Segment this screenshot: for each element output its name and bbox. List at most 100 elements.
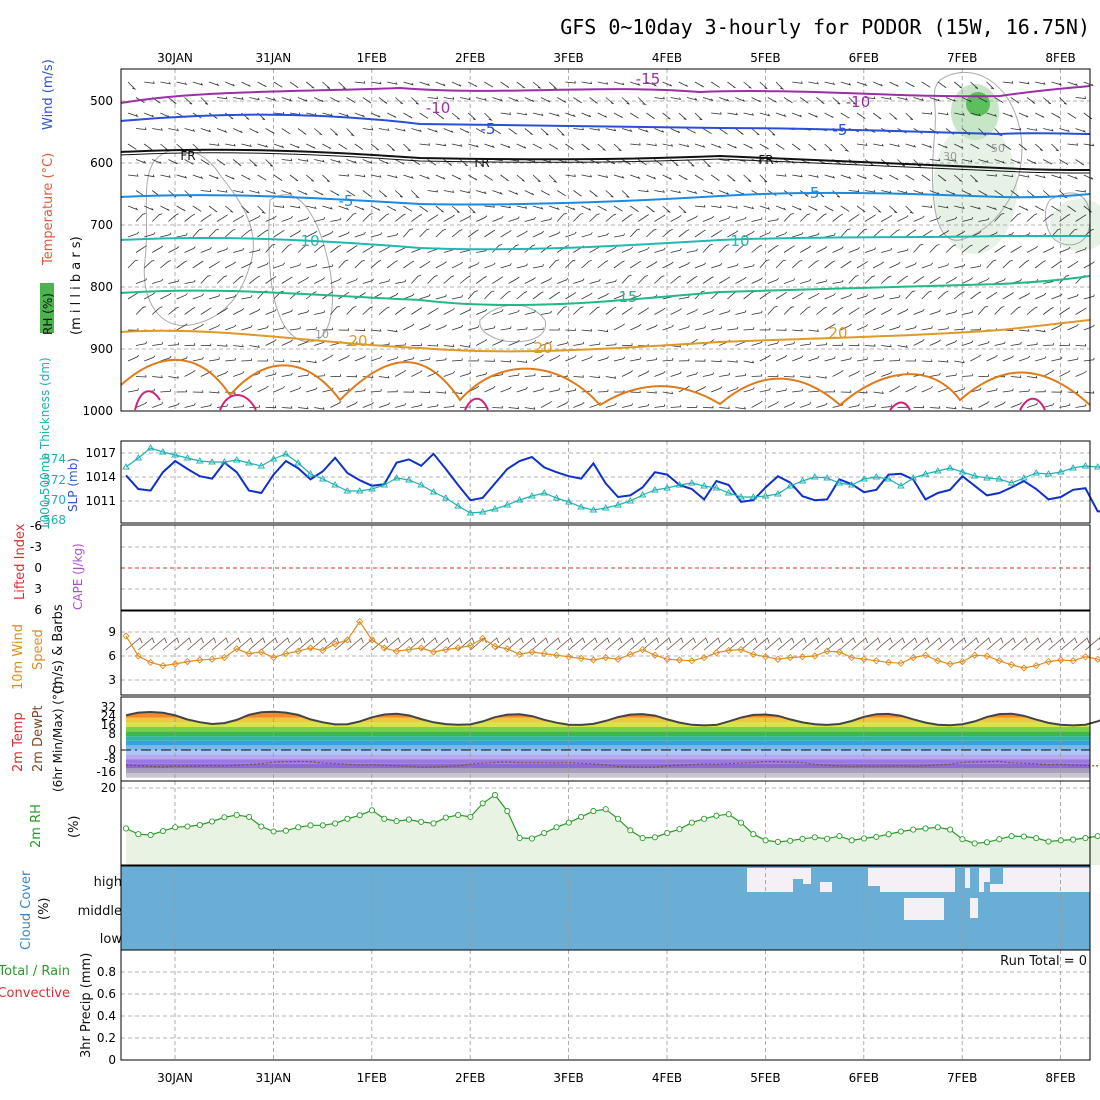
wind-barb: [176, 293, 188, 300]
wind-barb: [378, 128, 390, 131]
wind-barb: [694, 385, 707, 393]
wind-barb: [889, 81, 899, 87]
wind10-barb: [925, 637, 942, 651]
wind-barb: [678, 385, 690, 393]
wind-barb: [1042, 213, 1054, 222]
wind-barb: [824, 81, 836, 86]
wind-barb: [362, 159, 373, 164]
wind-barb: [1002, 143, 1012, 151]
wind10-barb: [912, 637, 930, 651]
wind-barb: [208, 357, 220, 362]
wind-barb: [1083, 391, 1095, 394]
wind-barb: [970, 205, 981, 210]
wind-barb: [427, 189, 439, 193]
wind-barb: [783, 401, 796, 408]
wind-barb: [532, 205, 544, 210]
wind-barb: [427, 343, 439, 347]
wind10-barb: [457, 637, 475, 651]
wind-barb: [354, 355, 366, 362]
wind-barb: [605, 97, 614, 105]
wind-barb: [216, 370, 229, 377]
wind-barb: [346, 374, 358, 378]
wind-barb: [265, 97, 277, 101]
wind10-point: [208, 655, 216, 663]
wind-barb: [613, 323, 625, 331]
wind-barb: [589, 278, 601, 284]
wind-barb: [225, 261, 237, 269]
wind-barb: [459, 344, 471, 348]
wind-barb: [249, 248, 261, 253]
wind-barb: [241, 229, 252, 238]
wind-barb: [492, 372, 504, 377]
wind-barb: [646, 324, 658, 331]
wind-barb: [532, 81, 541, 89]
pressure-tick: 500: [90, 94, 113, 108]
wind-barb: [403, 174, 414, 179]
wind-barb: [532, 112, 544, 117]
thickness-point: [294, 459, 302, 466]
thickness-point: [688, 479, 696, 486]
wind-barb: [200, 275, 211, 284]
wind-barb: [241, 174, 251, 181]
date-label: 7FEB: [947, 51, 977, 65]
temp-band: [126, 731, 1090, 737]
wind-barb: [362, 245, 374, 253]
wind-barb: [864, 370, 877, 377]
wind10-barb: [753, 637, 770, 651]
thickness-tick: 568: [43, 513, 66, 527]
date-label: 2FEB: [455, 51, 485, 65]
wind10-point: [958, 657, 967, 666]
wind-barb: [710, 229, 723, 238]
wind-barb: [394, 97, 404, 105]
wind-barb: [848, 403, 860, 408]
wind-barb: [629, 112, 639, 119]
wind10-barb: [814, 637, 832, 651]
wind-barb: [1035, 389, 1046, 393]
thickness-point: [835, 479, 844, 486]
wind-barb: [330, 244, 341, 253]
rh2m-point: [664, 829, 671, 837]
wind-barb: [816, 375, 827, 379]
wind-barb: [678, 229, 690, 238]
wind-barb: [848, 97, 857, 105]
wind-barb: [840, 112, 850, 119]
wind-barb: [556, 213, 567, 222]
wind-barb: [338, 328, 350, 331]
wind-barb: [144, 292, 156, 300]
thickness-point: [1069, 464, 1077, 471]
date-label: 5FEB: [750, 51, 780, 65]
wind-barb: [443, 190, 455, 193]
wind-barb: [306, 360, 317, 364]
wind-barb: [800, 402, 812, 408]
wind-barb: [856, 205, 866, 213]
wind-barb: [233, 371, 245, 377]
wind-barb: [500, 290, 511, 300]
isotherm-label: 20: [348, 332, 367, 350]
wind-barb: [767, 277, 779, 284]
wind-barb: [767, 245, 779, 253]
wind-barb: [1051, 81, 1062, 86]
wind-barb: [492, 97, 503, 102]
wind-barb: [314, 190, 324, 196]
wind-barb: [905, 229, 917, 238]
thickness-point: [515, 496, 524, 503]
date-label: 6FEB: [849, 1071, 879, 1085]
wind-barb: [743, 205, 755, 210]
isotherms: [120, 85, 1091, 411]
wind-barb: [233, 247, 245, 253]
wind-barb: [840, 143, 850, 152]
wind-barb: [451, 261, 464, 269]
wind-barb: [970, 354, 982, 362]
wind-barb: [143, 259, 155, 269]
wind-barb: [929, 339, 941, 346]
wind-barb: [208, 390, 220, 394]
date-label: 8FEB: [1045, 1071, 1075, 1085]
wind10-barb: [211, 637, 229, 651]
wind-barb: [338, 143, 348, 150]
wind-barb: [249, 345, 260, 348]
wind-barb: [743, 360, 755, 364]
thickness-point: [368, 485, 376, 492]
li-tick: 6: [34, 603, 42, 617]
wind-barb: [945, 276, 957, 284]
wind-barb: [727, 230, 739, 238]
